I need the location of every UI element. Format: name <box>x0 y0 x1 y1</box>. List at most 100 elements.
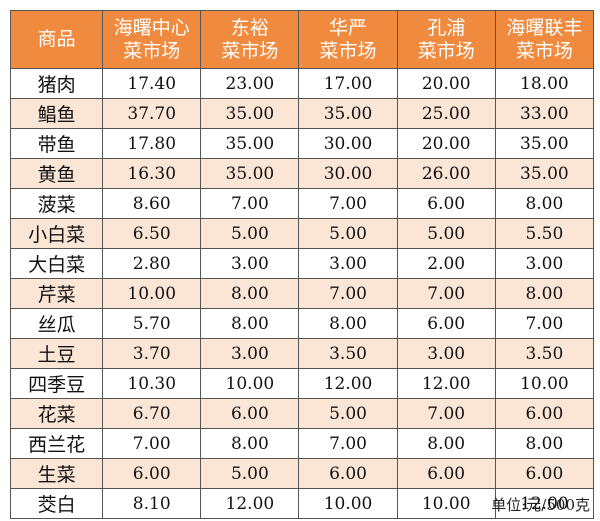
table-row: 生菜 6.00 5.00 6.00 6.00 6.00 <box>9 458 595 489</box>
price-cell: 35.00 <box>494 158 595 189</box>
price-cell: 3.70 <box>102 338 202 369</box>
header-label-line: 海曙联丰 <box>506 16 583 39</box>
price-cell: 7.00 <box>396 278 496 309</box>
table-body: 猪肉 17.40 23.00 17.00 20.00 18.00 鲳鱼 37.70 35.00 3… <box>9 68 595 519</box>
price-cell: 23.00 <box>200 68 300 99</box>
table-row: 猪肉 17.40 23.00 17.00 20.00 18.00 <box>9 68 595 99</box>
price-cell: 17.40 <box>102 68 202 99</box>
price-cell: 35.00 <box>200 158 300 189</box>
price-cell: 35.00 <box>298 98 398 129</box>
header-label-line: 菜市场 <box>319 39 377 62</box>
table-row: 茭白 8.10 12.00 10.00 10.00 12.00 <box>9 488 595 519</box>
price-cell: 35.00 <box>200 128 300 159</box>
price-cell: 30.00 <box>298 128 398 159</box>
price-cell: 7.00 <box>298 278 398 309</box>
price-cell: 5.00 <box>298 218 398 249</box>
price-cell: 20.00 <box>396 68 496 99</box>
price-cell: 6.00 <box>102 458 202 489</box>
price-cell: 3.00 <box>200 248 300 279</box>
price-cell: 7.00 <box>298 428 398 459</box>
table-row: 西兰花 7.00 8.00 7.00 8.00 8.00 <box>9 428 595 459</box>
header-label-line: 菜市场 <box>123 39 181 62</box>
table-row: 鲳鱼 37.70 35.00 35.00 25.00 33.00 <box>9 98 595 129</box>
header-product: 商品 <box>9 10 104 69</box>
price-cell: 3.50 <box>494 338 595 369</box>
table-row: 四季豆 10.30 10.00 12.00 12.00 10.00 <box>9 368 595 399</box>
price-cell: 10.00 <box>396 488 496 519</box>
table-row: 小白菜 6.50 5.00 5.00 5.00 5.50 <box>9 218 595 249</box>
price-cell: 7.00 <box>396 398 496 429</box>
price-cell: 3.50 <box>298 338 398 369</box>
price-cell: 8.00 <box>494 428 595 459</box>
price-cell: 17.00 <box>298 68 398 99</box>
price-cell: 2.80 <box>102 248 202 279</box>
header-label-line: 海曙中心 <box>113 16 190 39</box>
header-market-1: 海曙中心 菜市场 <box>102 10 202 69</box>
price-cell: 8.00 <box>396 428 496 459</box>
table-row: 带鱼 17.80 35.00 30.00 20.00 35.00 <box>9 128 595 159</box>
header-market-5: 海曙联丰 菜市场 <box>494 10 595 69</box>
product-name: 鲳鱼 <box>9 98 104 129</box>
price-cell: 18.00 <box>494 68 595 99</box>
header-row: 商品 海曙中心 菜市场 东裕 菜市场 华严 菜市场 孔浦 菜市场 海曙联丰 菜市场 <box>9 10 595 69</box>
header-market-3: 华严 菜市场 <box>298 10 398 69</box>
price-cell: 8.10 <box>102 488 202 519</box>
table-row: 黄鱼 16.30 35.00 30.00 26.00 35.00 <box>9 158 595 189</box>
price-cell: 6.00 <box>298 458 398 489</box>
price-cell: 6.70 <box>102 398 202 429</box>
price-table: 商品 海曙中心 菜市场 东裕 菜市场 华严 菜市场 孔浦 菜市场 海曙联丰 菜市场 猪肉 17.40 2… <box>9 10 595 519</box>
header-label-line: 菜市场 <box>515 39 573 62</box>
price-cell: 26.00 <box>396 158 496 189</box>
price-cell: 8.00 <box>298 308 398 339</box>
header-label-line: 商品 <box>37 28 76 50</box>
product-name: 茭白 <box>9 488 104 519</box>
price-cell: 10.30 <box>102 368 202 399</box>
price-cell: 7.00 <box>102 428 202 459</box>
product-name: 菠菜 <box>9 188 104 219</box>
price-cell: 8.00 <box>200 278 300 309</box>
price-cell: 6.00 <box>494 458 595 489</box>
price-cell: 10.00 <box>298 488 398 519</box>
price-cell: 6.00 <box>396 308 496 339</box>
table-row: 土豆 3.70 3.00 3.50 3.00 3.50 <box>9 338 595 369</box>
price-cell: 30.00 <box>298 158 398 189</box>
product-name: 四季豆 <box>9 368 104 399</box>
price-cell: 8.60 <box>102 188 202 219</box>
price-cell: 7.00 <box>200 188 300 219</box>
header-label-line: 菜市场 <box>417 39 475 62</box>
price-cell: 6.50 <box>102 218 202 249</box>
price-cell: 3.00 <box>200 338 300 369</box>
header-market-2: 东裕 菜市场 <box>200 10 300 69</box>
product-name: 丝瓜 <box>9 308 104 339</box>
price-cell: 3.00 <box>298 248 398 279</box>
price-cell: 6.00 <box>494 398 595 429</box>
price-cell: 8.00 <box>200 308 300 339</box>
price-cell: 10.00 <box>200 368 300 399</box>
unit-note: 单位:元/500克 <box>491 496 590 514</box>
header-label-line: 华严 <box>329 16 368 39</box>
header-label-line: 东裕 <box>230 16 269 39</box>
product-name: 小白菜 <box>9 218 104 249</box>
price-cell: 6.00 <box>396 188 496 219</box>
price-cell: 5.70 <box>102 308 202 339</box>
price-cell: 16.30 <box>102 158 202 189</box>
table-row: 花菜 6.70 6.00 5.00 7.00 6.00 <box>9 398 595 429</box>
price-cell: 5.00 <box>200 218 300 249</box>
product-name: 土豆 <box>9 338 104 369</box>
price-cell: 35.00 <box>494 128 595 159</box>
header-label-line: 孔浦 <box>427 16 466 39</box>
table-row: 芹菜 10.00 8.00 7.00 7.00 8.00 <box>9 278 595 309</box>
price-cell: 12.00 <box>298 368 398 399</box>
product-name: 西兰花 <box>9 428 104 459</box>
price-cell: 2.00 <box>396 248 496 279</box>
price-cell: 3.00 <box>494 248 595 279</box>
price-cell: 20.00 <box>396 128 496 159</box>
price-cell: 17.80 <box>102 128 202 159</box>
price-cell: 7.00 <box>298 188 398 219</box>
price-cell: 5.00 <box>396 218 496 249</box>
price-cell: 8.00 <box>494 278 595 309</box>
table-row: 丝瓜 5.70 8.00 8.00 6.00 7.00 <box>9 308 595 339</box>
price-cell: 25.00 <box>396 98 496 129</box>
price-cell: 12.00 <box>396 368 496 399</box>
price-cell: 6.00 <box>396 458 496 489</box>
